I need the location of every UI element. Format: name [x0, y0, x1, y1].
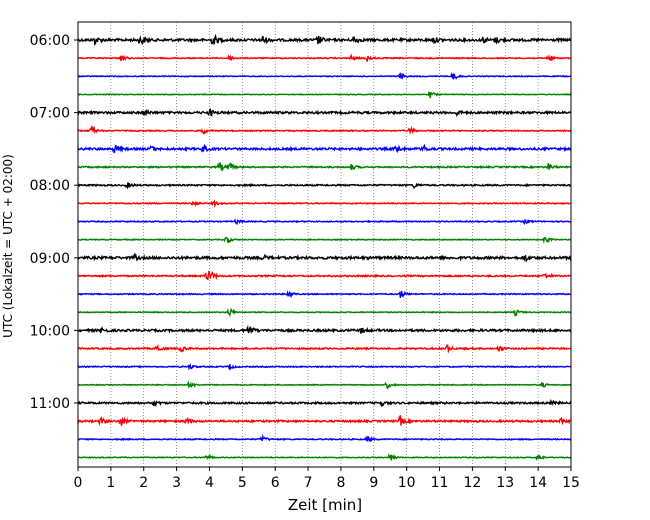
trace-line	[77, 124, 572, 135]
trace-line	[77, 270, 572, 281]
x-tick-label: 4	[205, 475, 214, 491]
x-axis: 0 1 2 3 4 5 6 7 8 9 10 11 12 13 14 15	[74, 467, 580, 491]
x-tick-label: 8	[336, 475, 345, 491]
trace-line	[77, 218, 572, 226]
trace-line	[77, 182, 572, 190]
x-tick-label: 15	[562, 475, 580, 491]
trace-line	[77, 107, 572, 118]
trace-line	[77, 33, 572, 47]
x-tick-label: 12	[463, 475, 481, 491]
trace-line	[77, 53, 572, 62]
trace-line	[77, 343, 572, 354]
x-tick-label: 6	[271, 475, 280, 491]
x-tick-label: 9	[369, 475, 378, 491]
y-tick-label: 08:00	[30, 178, 70, 194]
trace-line	[77, 71, 572, 80]
trace-line	[77, 199, 572, 208]
trace-line	[77, 398, 572, 408]
traces-group	[77, 33, 572, 462]
x-tick-label: 14	[529, 475, 547, 491]
trace-line	[77, 415, 572, 427]
trace-line	[77, 252, 572, 263]
y-tick-label: 09:00	[30, 251, 70, 267]
x-tick-label: 13	[496, 475, 514, 491]
trace-line	[77, 162, 572, 172]
trace-line	[77, 434, 572, 443]
x-tick-label: 1	[106, 475, 115, 491]
trace-line	[77, 236, 572, 244]
y-tick-label: 10:00	[30, 323, 70, 339]
trace-line	[77, 325, 572, 335]
trace-line	[77, 290, 572, 299]
trace-line	[77, 91, 572, 99]
x-tick-label: 0	[74, 475, 83, 491]
y-axis: 06:00 07:00 08:00 09:00 10:00 11:00	[30, 33, 78, 412]
y-tick-label: 11:00	[30, 396, 70, 412]
trace-line	[77, 453, 572, 462]
x-tick-label: 7	[304, 475, 313, 491]
x-axis-title: Zeit [min]	[288, 496, 362, 514]
y-tick-label: 07:00	[30, 106, 70, 122]
trace-line	[77, 380, 572, 390]
x-tick-label: 10	[398, 475, 416, 491]
trace-line	[77, 363, 572, 371]
y-axis-title: UTC (Lokalzeit = UTC + 02:00)	[1, 154, 15, 338]
x-tick-label: 5	[238, 475, 247, 491]
x-tick-label: 11	[431, 475, 449, 491]
trace-line	[77, 143, 572, 154]
x-tick-label: 2	[139, 475, 148, 491]
grid-lines	[110, 22, 539, 467]
plot-frame	[77, 21, 572, 468]
x-tick-label: 3	[172, 475, 181, 491]
trace-line	[77, 307, 572, 318]
y-tick-label: 06:00	[30, 33, 70, 49]
